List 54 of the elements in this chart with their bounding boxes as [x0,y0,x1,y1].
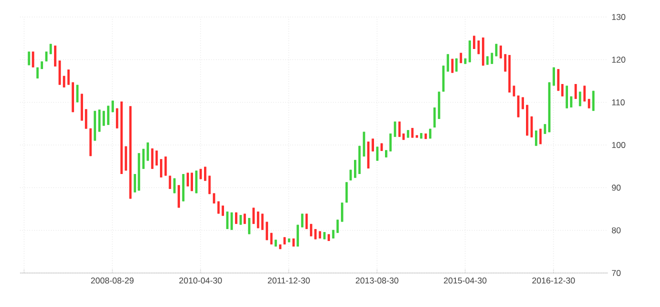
candlestick [451,58,454,74]
candlestick [76,84,79,103]
candlestick [178,184,180,208]
candlestick [160,158,162,178]
candlestick [226,211,229,230]
x-tick-label: 2015-04-30 [444,278,486,284]
candlestick [45,51,48,62]
candlestick [566,85,568,109]
candlestick [500,45,502,59]
candlestick [146,142,149,162]
y-tick-label: 100 [612,142,626,148]
candlestick [186,172,189,187]
candlestick [345,182,348,203]
candlestick [164,156,167,176]
candlestick [54,45,56,67]
candlestick [195,170,198,194]
candlestick [155,150,158,166]
candlestick [372,138,374,152]
candlestick [244,213,246,224]
candlestick [134,174,136,193]
candlestick [534,130,538,146]
candlestick [574,84,577,100]
candlestick [530,116,533,138]
candlestick [301,213,304,228]
x-tick-label: 2013-08-30 [356,278,398,284]
candlestick [190,172,194,192]
candlestick [151,148,154,170]
candlestick [310,224,312,237]
candlestick [336,219,339,234]
candlestick [354,160,356,178]
y-tick-label: 120 [612,56,626,63]
candlestick [102,110,105,126]
candlestick [446,54,450,72]
y-tick-label: 70 [612,270,621,276]
candlestick [592,90,595,112]
x-tick-label: 2008-08-29 [91,278,134,284]
y-tick-label: 80 [612,227,621,234]
candlestick [204,166,206,182]
candlestick [340,202,344,222]
x-tick-label: 2011-12-30 [268,278,310,284]
y-tick-label: 130 [612,14,626,20]
y-tick-label: 110 [612,99,625,106]
x-tick-label: 2010-04-30 [179,278,222,284]
candlestick [222,205,224,216]
candlestick [495,44,498,57]
candlestick [305,213,308,230]
candlestick [376,146,378,162]
candlestick [504,54,506,72]
candlestick [517,95,520,118]
candlestick [98,109,101,132]
x-tick-label: 2016-12-30 [532,278,575,284]
candlestick [107,105,110,126]
y-tick-label: 90 [612,184,621,191]
candlestick [230,212,233,230]
